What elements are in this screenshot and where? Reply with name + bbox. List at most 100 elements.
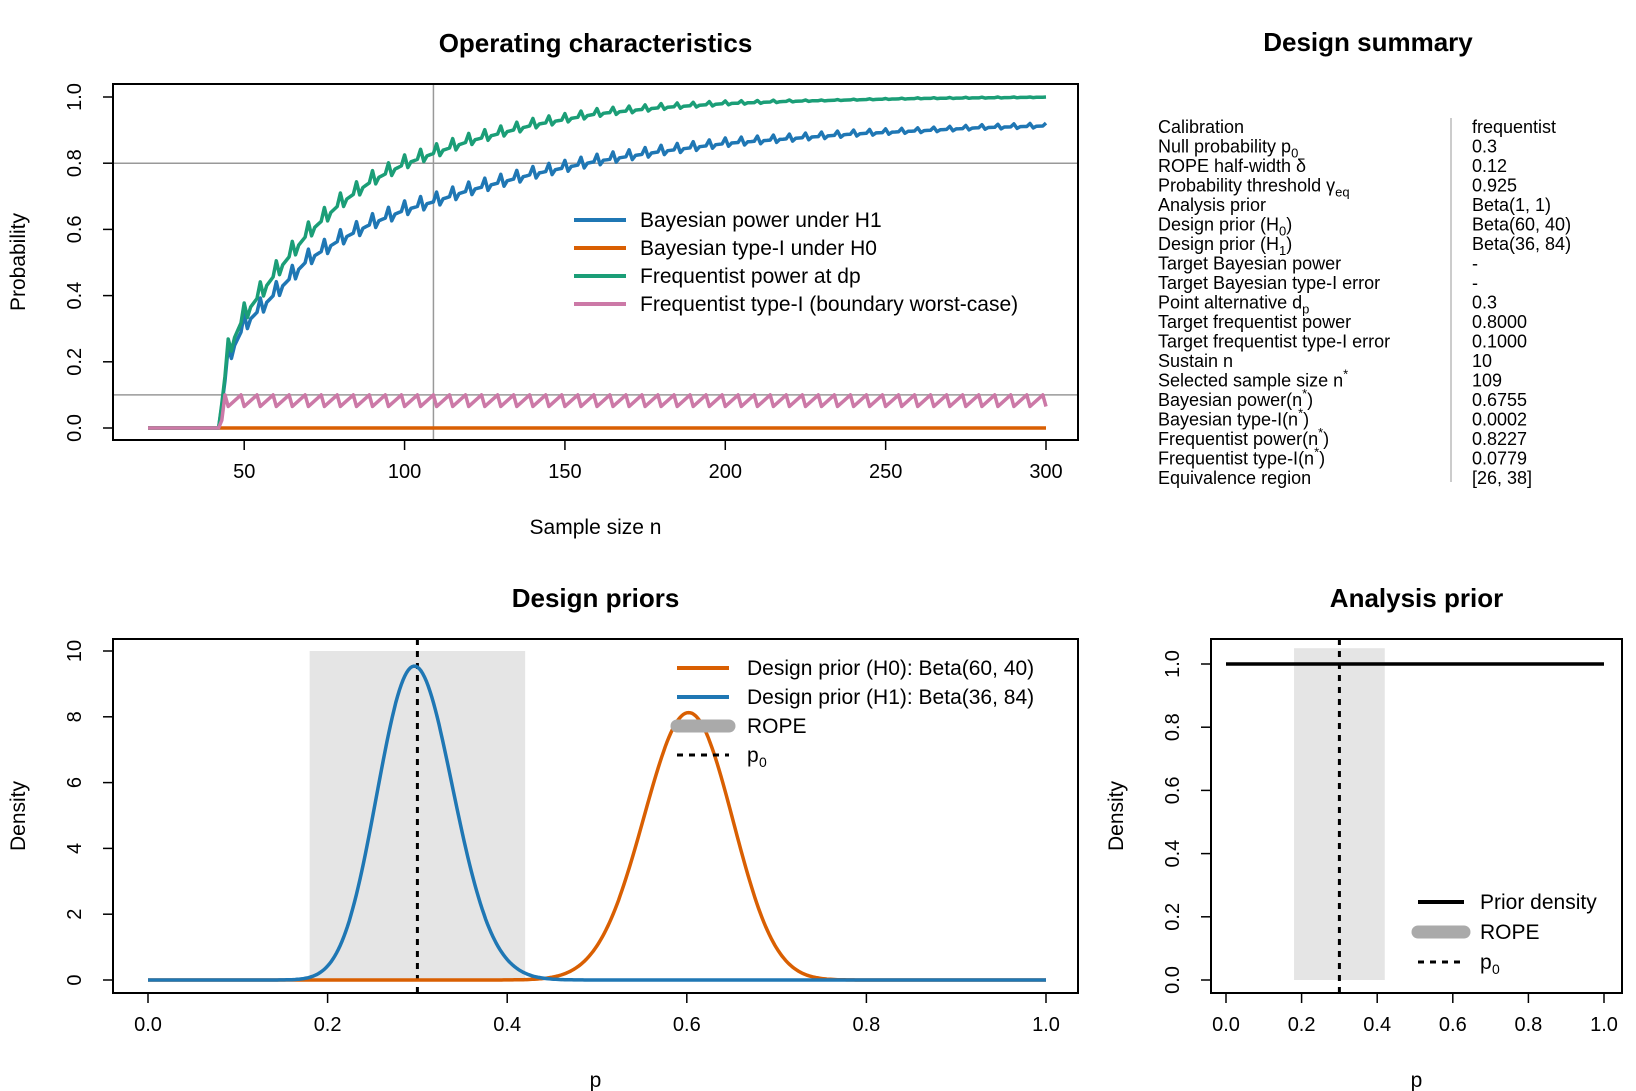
summary-label-text: Design prior (H (1158, 234, 1279, 254)
summary-label: Selected sample size n* (1158, 367, 1348, 391)
summary-value: [26, 38] (1472, 468, 1532, 488)
dp-legend-label-0: Design prior (H0): Beta(60, 40) (747, 657, 1034, 680)
summary-label-superscript: * (1298, 406, 1303, 421)
summary-label-superscript: * (1302, 386, 1307, 401)
dp-x-tick-label: 0.4 (493, 1014, 521, 1036)
oc-x-tick-label: 300 (1029, 461, 1062, 483)
dp-y-tick-label: 4 (64, 843, 86, 854)
summary-label-text: Target Bayesian power (1158, 254, 1341, 274)
ap-title: Analysis prior (1330, 583, 1503, 613)
summary-label: Design prior (H1) (1158, 234, 1292, 258)
ap-y-tick-label: 0.8 (1162, 713, 1184, 741)
summary-label-text: Bayesian power(n (1158, 390, 1302, 410)
summary-value: 10 (1472, 351, 1492, 371)
dp-density-curve-1 (148, 664, 1046, 982)
summary-label-tail: ) (1303, 410, 1309, 430)
oc-x-tick-label: 50 (233, 461, 255, 483)
dp-plot-frame (112, 638, 1079, 994)
summary-label-text: Calibration (1158, 117, 1244, 137)
summary-label: Sustain n (1158, 351, 1233, 371)
summary-label: Calibration (1158, 117, 1244, 137)
dp-title: Design priors (512, 583, 680, 613)
summary-value: 0.1000 (1472, 332, 1527, 352)
oc-y-tick-label: 0.6 (64, 215, 86, 243)
dp-y-tick-label: 0 (64, 974, 86, 985)
ap-x-tick-label: 0.2 (1288, 1014, 1316, 1036)
oc-x-tick-label: 200 (709, 461, 742, 483)
summary-value: Beta(36, 84) (1472, 234, 1571, 254)
summary-label-text: Target frequentist type-I error (1158, 332, 1390, 352)
summary-label-text: Analysis prior (1158, 195, 1266, 215)
dp-panel: 0.0 0.2 0.4 0.6 0.8 1.0 0 2 4 6 8 10 Design priors p D… (7, 583, 1079, 1091)
ap-y-tick-label: 0.6 (1162, 776, 1184, 804)
oc-plot-frame (112, 83, 1079, 441)
summary-label: Probability threshold γeq (1158, 176, 1350, 200)
oc-y-tick-label: 0.8 (64, 149, 86, 177)
summary-label: Null probability p0 (1158, 137, 1298, 161)
dp-x-axis-label: p (590, 1069, 602, 1091)
summary-label-text: Target frequentist power (1158, 312, 1351, 332)
oc-x-tick-label: 250 (869, 461, 902, 483)
summary-label: Target frequentist power (1158, 312, 1351, 332)
ap-y-axis-label: Density (1105, 780, 1128, 851)
summary-label-superscript: * (1318, 425, 1323, 440)
summary-value: 0.8227 (1472, 429, 1527, 449)
ap-y-tick-label: 0.0 (1162, 966, 1184, 994)
oc-x-axis-label: Sample size n (530, 516, 662, 539)
summary-label-tail: ) (1286, 234, 1292, 254)
summary-label: Frequentist type-I(n*) (1158, 445, 1325, 469)
ap-x-tick-label: 0.0 (1212, 1014, 1240, 1036)
summary-label-text: Design prior (H (1158, 215, 1279, 235)
summary-label-text: Frequentist power(n (1158, 429, 1318, 449)
summary-value: 109 (1472, 371, 1502, 391)
summary-value: 0.0002 (1472, 410, 1527, 430)
summary-label-subscript: 0 (1279, 224, 1286, 239)
summary-value: - (1472, 254, 1478, 274)
ap-panel: 0.0 0.2 0.4 0.6 0.8 1.0 0.0 0.2 0.4 0.6 0.8 1.0 Anal… (1105, 583, 1623, 1091)
oc-legend-label-2: Frequentist power at dp (640, 265, 861, 288)
dp-y-tick-label: 6 (64, 777, 86, 788)
summary-value: - (1472, 273, 1478, 293)
dp-x-tick-label: 1.0 (1032, 1014, 1060, 1036)
summary-label: ROPE half-width δ (1158, 156, 1306, 176)
summary-value: frequentist (1472, 117, 1556, 137)
summary-label-tail: ) (1319, 449, 1325, 469)
oc-y-tick-label: 0.2 (64, 348, 86, 376)
summary-label: Target frequentist type-I error (1158, 332, 1390, 352)
ap-plot-frame (1210, 638, 1623, 994)
oc-title: Operating characteristics (439, 28, 753, 58)
dp-legend-p0-label: p (747, 744, 759, 767)
summary-value: 0.12 (1472, 156, 1507, 176)
oc-legend-label-3: Frequentist type-I (boundary worst-case) (640, 293, 1018, 316)
dp-x-tick-label: 0.2 (314, 1014, 342, 1036)
summary-label: Frequentist power(n*) (1158, 425, 1329, 449)
oc-y-tick-label: 1.0 (64, 83, 86, 111)
dp-density-curve-0 (148, 710, 1046, 982)
ap-x-tick-label: 0.6 (1439, 1014, 1467, 1036)
summary-label-text: Point alternative d (1158, 293, 1302, 313)
dp-legend-rope-label: ROPE (747, 715, 807, 738)
summary-label-subscript: p (1302, 302, 1309, 317)
summary-label: Target Bayesian power (1158, 254, 1341, 274)
dp-y-tick-label: 2 (64, 909, 86, 920)
oc-series-line-3 (148, 393, 1048, 430)
summary-label-text: ROPE half-width δ (1158, 156, 1306, 176)
summary-value: 0.3 (1472, 137, 1497, 157)
dp-y-tick-label: 8 (64, 711, 86, 722)
ap-y-tick-label: 0.2 (1162, 903, 1184, 931)
summary-label: Target Bayesian type-I error (1158, 273, 1380, 293)
ap-legend-p0-label: p (1480, 951, 1492, 974)
dp-y-tick-label: 10 (64, 640, 86, 662)
ap-y-tick-label: 1.0 (1162, 650, 1184, 678)
ap-legend-p0-subscript: 0 (1492, 961, 1500, 977)
ap-x-tick-label: 0.4 (1363, 1014, 1391, 1036)
summary-label-text: Sustain n (1158, 351, 1233, 371)
summary-value: 0.6755 (1472, 390, 1527, 410)
summary-label-subscript: eq (1335, 185, 1349, 200)
summary-label-tail: ) (1286, 215, 1292, 235)
summary-label: Bayesian power(n*) (1158, 386, 1313, 410)
ap-y-tick-label: 0.4 (1162, 840, 1184, 868)
summary-label-text: Target Bayesian type-I error (1158, 273, 1380, 293)
summary-label: Analysis prior (1158, 195, 1266, 215)
